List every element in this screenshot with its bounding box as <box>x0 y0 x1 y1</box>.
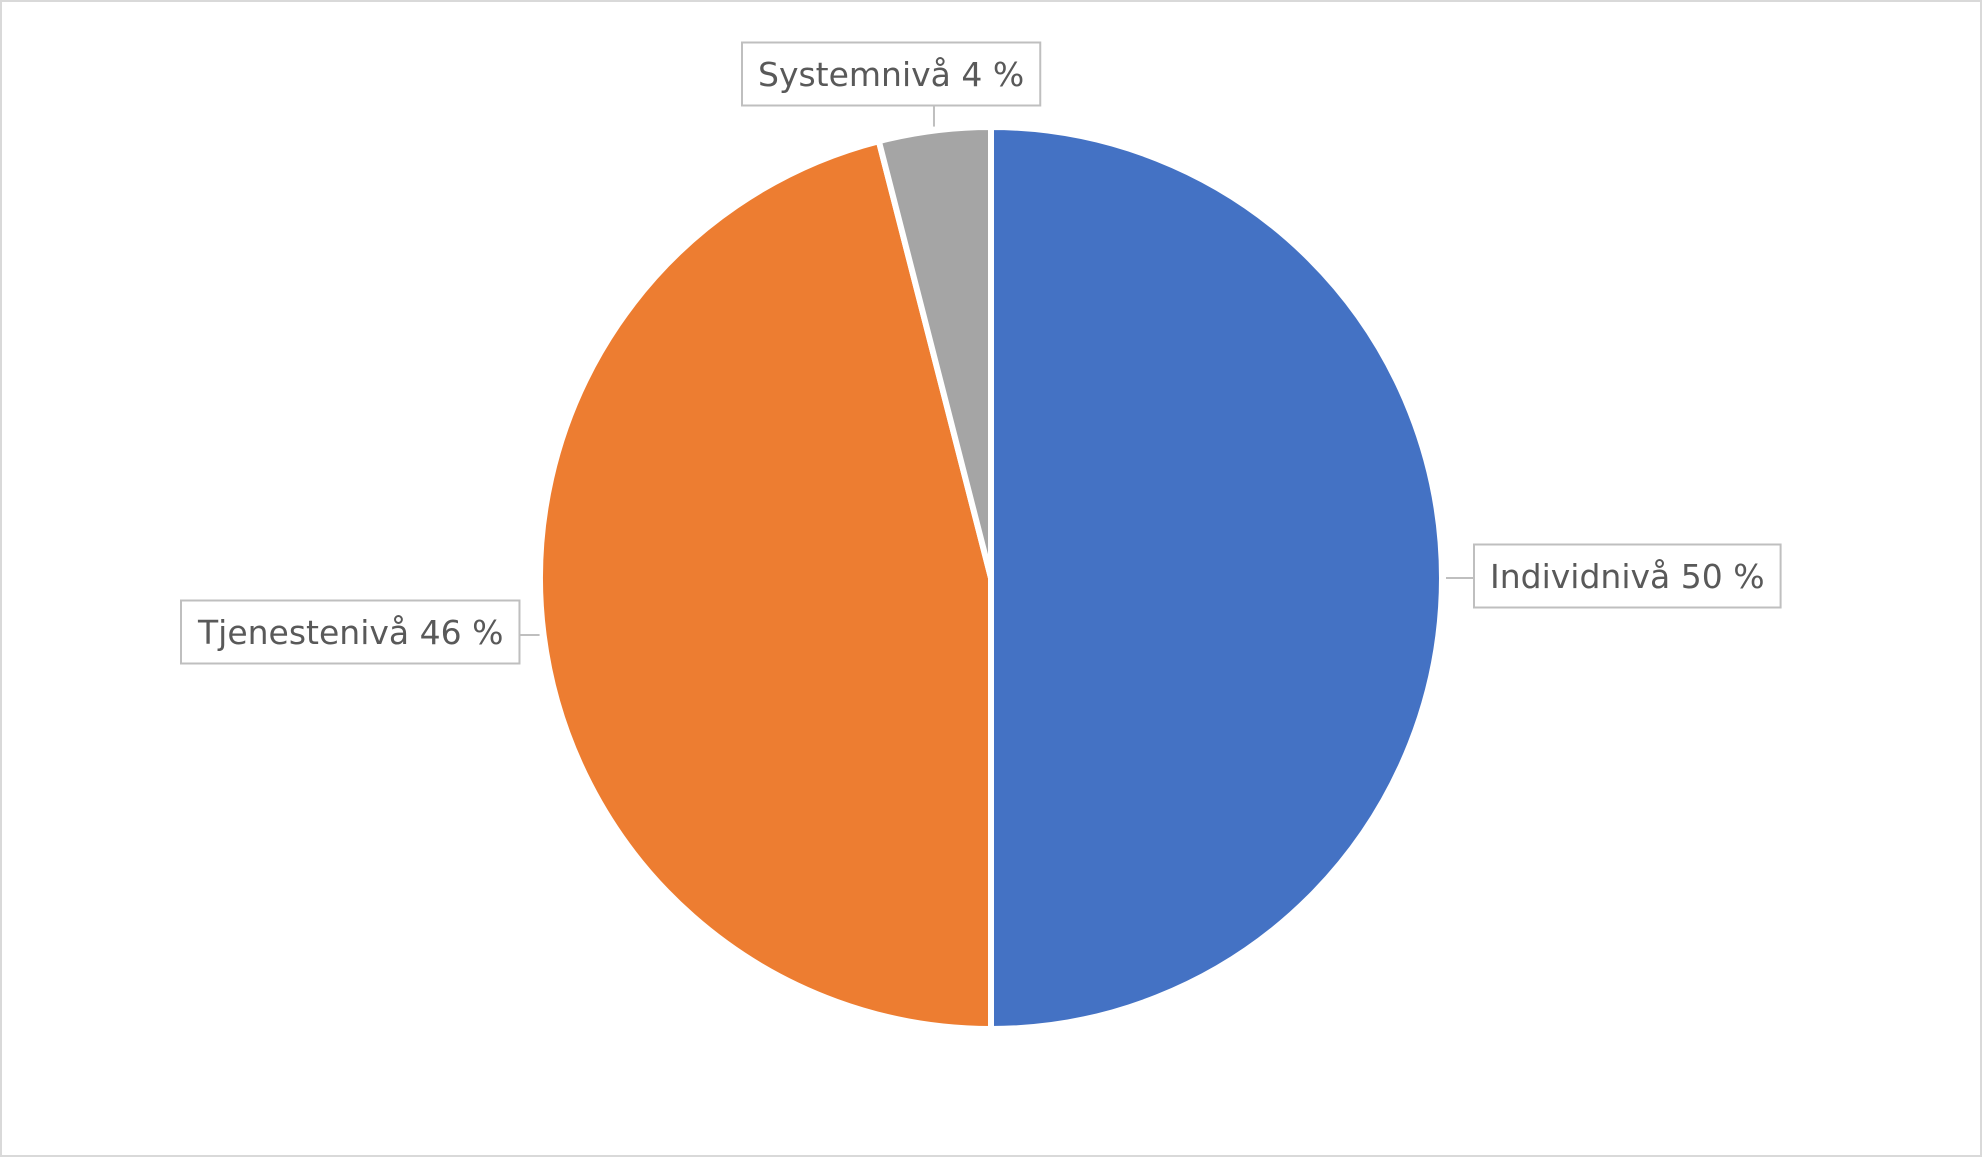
label-box <box>1473 543 1782 609</box>
data-label: Systemnivå 4 % <box>758 55 1024 94</box>
category-name: Tjenestenivå <box>197 613 409 652</box>
value-label: 46 % <box>420 613 504 652</box>
label-box <box>741 41 1042 107</box>
label-box <box>180 599 521 665</box>
pie-slice <box>988 124 1445 1032</box>
category-name: Systemnivå <box>758 55 951 94</box>
category-name: Individnivå <box>1490 557 1670 596</box>
data-label: Tjenestenivå 46 % <box>197 613 503 652</box>
value-label: 50 % <box>1681 557 1765 596</box>
data-label: Individnivå 50 % <box>1490 557 1765 596</box>
pie-slice <box>537 138 994 1032</box>
pie-slice <box>875 124 994 581</box>
value-label: 4 % <box>961 55 1024 94</box>
